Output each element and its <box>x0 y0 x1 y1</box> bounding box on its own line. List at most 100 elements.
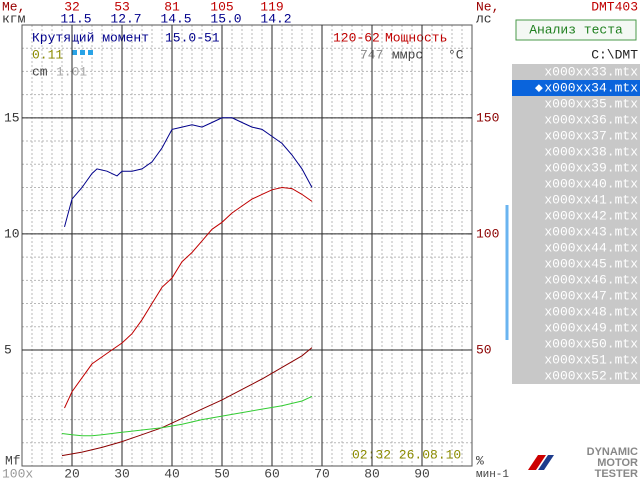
file-row[interactable] <box>512 224 640 240</box>
power-readout: 81 <box>164 0 180 14</box>
file-row[interactable] <box>512 112 640 128</box>
x-label: мин-1 <box>476 469 509 480</box>
file-name[interactable]: x000xx39.mtx <box>544 160 638 175</box>
temp-unit: °C <box>448 47 464 62</box>
file-row[interactable] <box>512 192 640 208</box>
file-name[interactable]: x000xx33.mtx <box>544 64 638 79</box>
x-tick-label: 20 <box>64 466 80 480</box>
file-row[interactable] <box>512 80 640 96</box>
power-peak: 120-62 <box>333 30 380 45</box>
logo: DYNAMIC MOTOR TESTER <box>528 446 638 480</box>
icon <box>72 50 77 55</box>
y2-tick-label: 150 <box>476 110 499 125</box>
file-row[interactable] <box>512 336 640 352</box>
y2-label: Ne, <box>476 0 499 14</box>
file-row[interactable] <box>512 128 640 144</box>
torque-readout: 14.5 <box>160 11 191 26</box>
file-row[interactable] <box>512 96 640 112</box>
file-name[interactable]: x000xx45.mtx <box>544 256 638 271</box>
legend-power: Мощность <box>385 30 447 45</box>
logo-text: DYNAMIC <box>587 446 638 458</box>
file-row[interactable] <box>512 160 640 176</box>
file-name[interactable]: x000xx42.mtx <box>544 208 638 223</box>
x-tick-label: 70 <box>314 466 330 480</box>
mf-label: Mf <box>5 453 21 468</box>
y-tick-label: 5 <box>4 342 12 357</box>
file-list: x000xx33.mtx◆ x000xx34.mtxx000xx35.mtxx00… <box>512 64 640 384</box>
cm-label: cm <box>32 64 48 79</box>
power-readout: 32 <box>64 0 80 14</box>
analyze-button[interactable] <box>515 19 637 41</box>
file-name[interactable]: x000xx46.mtx <box>544 272 638 287</box>
file-row[interactable] <box>512 288 640 304</box>
y-tick-label: 10 <box>4 226 20 241</box>
y2-tick-label: 50 <box>476 342 492 357</box>
file-row[interactable] <box>512 272 640 288</box>
file-row[interactable] <box>512 320 640 336</box>
legend-torque: Крутящий момент <box>32 30 149 45</box>
file-row[interactable] <box>512 64 640 80</box>
series-line <box>61 395 313 437</box>
y2-tick-label: 100 <box>476 226 499 241</box>
device-name: DMT403 <box>591 0 638 14</box>
series-line <box>64 117 313 228</box>
x-tick-label: 60 <box>264 466 280 480</box>
file-row[interactable] <box>512 240 640 256</box>
x-tick-label: 50 <box>214 466 230 480</box>
file-name[interactable]: x000xx36.mtx <box>544 112 638 127</box>
y-tick-label: 15 <box>4 110 20 125</box>
logo-stripe <box>538 455 554 470</box>
icon <box>88 50 93 55</box>
file-name[interactable]: x000xx52.mtx <box>544 368 638 383</box>
timestamp: 02:32 26.08.10 <box>352 447 461 462</box>
file-name[interactable]: x000xx35.mtx <box>544 96 638 111</box>
percent-label: % <box>476 453 484 468</box>
file-name[interactable]: x000xx51.mtx <box>544 352 638 367</box>
logo-text: TESTER <box>595 468 638 480</box>
torque-readout: 11.5 <box>60 11 91 26</box>
x-tick-label: 90 <box>414 466 430 480</box>
file-name[interactable]: x000xx40.mtx <box>544 176 638 191</box>
file-name[interactable]: x000xx48.mtx <box>544 304 638 319</box>
file-name[interactable]: x000xx34.mtx <box>544 80 638 95</box>
file-name[interactable]: x000xx47.mtx <box>544 288 638 303</box>
file-name[interactable]: x000xx43.mtx <box>544 224 638 239</box>
power-readout: 53 <box>114 0 130 14</box>
file-row[interactable] <box>512 368 640 384</box>
power-readout: 119 <box>260 0 283 14</box>
selected-marker: ◆ <box>535 80 543 95</box>
logo-stripe <box>528 455 546 470</box>
power-readout: 105 <box>210 0 233 14</box>
analyze-button-label[interactable]: Анализ теста <box>529 22 623 37</box>
pressure-unit: ммрс <box>392 47 423 62</box>
file-name[interactable]: x000xx38.mtx <box>544 144 638 159</box>
logo-text: MOTOR <box>597 457 638 469</box>
torque-readout: 14.2 <box>260 11 291 26</box>
file-row[interactable] <box>512 176 640 192</box>
mf-value: 0.11 <box>32 47 63 62</box>
x-tick-label: 80 <box>364 466 380 480</box>
file-name[interactable]: x000xx44.mtx <box>544 240 638 255</box>
plot-frame <box>21 24 473 467</box>
file-name[interactable]: x000xx37.mtx <box>544 128 638 143</box>
series-line <box>64 186 313 409</box>
file-row[interactable] <box>512 256 640 272</box>
file-name[interactable]: x000xx50.mtx <box>544 336 638 351</box>
file-row[interactable] <box>512 304 640 320</box>
file-row[interactable] <box>512 352 640 368</box>
torque-readout: 12.7 <box>110 11 141 26</box>
torque-readout: 15.0 <box>210 11 241 26</box>
file-row[interactable] <box>512 208 640 224</box>
icon <box>80 50 85 55</box>
x-tick-label: 40 <box>164 466 180 480</box>
series-line <box>61 347 313 457</box>
y2-label-unit: лс <box>476 11 492 26</box>
file-name[interactable]: x000xx41.mtx <box>544 192 638 207</box>
y-label: Me, <box>2 0 25 14</box>
minor-grid <box>22 25 472 466</box>
file-name[interactable]: x000xx49.mtx <box>544 320 638 335</box>
file-row[interactable] <box>512 144 640 160</box>
folder-path: C:\DMT <box>591 47 638 62</box>
